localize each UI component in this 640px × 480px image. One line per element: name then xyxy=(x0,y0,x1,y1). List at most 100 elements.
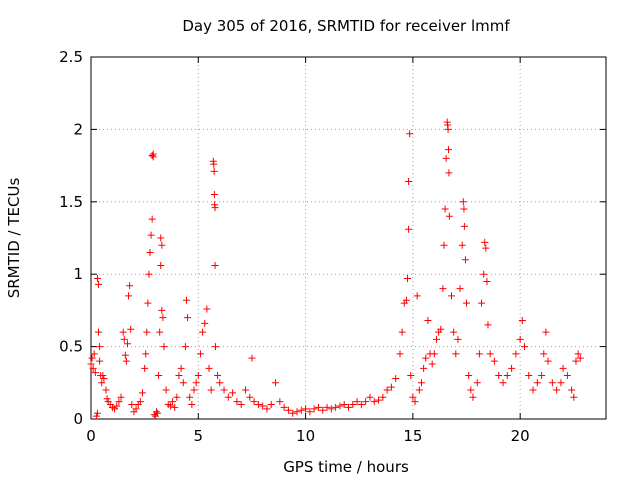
data-point xyxy=(572,357,580,365)
x-tick-label: 15 xyxy=(403,427,422,445)
data-point xyxy=(396,350,404,358)
y-tick-label: 1 xyxy=(73,265,83,283)
data-point xyxy=(370,398,378,406)
y-tick-label: 1.5 xyxy=(59,193,83,211)
data-point xyxy=(90,350,98,358)
data-point xyxy=(366,393,374,401)
data-point xyxy=(529,386,537,394)
data-point xyxy=(437,325,445,333)
data-point xyxy=(224,393,232,401)
data-point xyxy=(192,379,200,387)
data-point xyxy=(87,360,95,368)
data-point xyxy=(148,151,156,159)
data-point xyxy=(486,350,494,358)
x-tick-label: 5 xyxy=(194,427,204,445)
data-point xyxy=(336,402,344,410)
data-point xyxy=(148,215,156,223)
data-point xyxy=(181,343,189,351)
data-point xyxy=(196,350,204,358)
data-point xyxy=(272,379,280,387)
data-point xyxy=(211,204,219,212)
data-point xyxy=(263,405,271,413)
data-point xyxy=(483,277,491,285)
data-point xyxy=(302,405,310,413)
data-point xyxy=(458,241,466,249)
data-point xyxy=(323,403,331,411)
x-tick-label: 10 xyxy=(296,427,315,445)
data-point xyxy=(432,335,440,343)
data-point xyxy=(405,225,413,233)
data-point xyxy=(362,398,370,406)
data-point xyxy=(518,317,526,325)
data-point xyxy=(160,343,168,351)
data-point xyxy=(353,398,361,406)
data-point xyxy=(444,125,452,133)
data-point xyxy=(254,401,262,409)
data-point xyxy=(128,401,136,409)
data-point xyxy=(445,169,453,177)
data-point xyxy=(460,222,468,230)
data-point xyxy=(430,350,438,358)
data-point xyxy=(387,383,395,391)
data-point xyxy=(203,305,211,313)
data-point xyxy=(452,350,460,358)
data-point xyxy=(214,372,222,380)
data-point xyxy=(357,401,365,409)
data-point xyxy=(182,296,190,304)
y-axis-label: SRMTID / TECUs xyxy=(5,178,23,299)
data-point xyxy=(136,398,144,406)
data-point xyxy=(516,335,524,343)
y-axis-ticks: 0 0.5 1 1.5 2 2.5 xyxy=(59,48,606,428)
data-point xyxy=(576,354,584,362)
data-point xyxy=(186,393,194,401)
data-point xyxy=(375,396,383,404)
data-point xyxy=(210,167,218,175)
chart-title: Day 305 of 2016, SRMTID for receiver lmm… xyxy=(182,17,510,35)
data-point xyxy=(132,405,140,413)
data-point xyxy=(233,398,241,406)
data-point xyxy=(289,409,297,417)
data-point xyxy=(155,372,163,380)
data-point xyxy=(460,205,468,213)
data-point xyxy=(465,372,473,380)
data-point xyxy=(478,299,486,307)
data-point xyxy=(520,343,528,351)
data-point xyxy=(469,393,477,401)
data-point xyxy=(306,408,314,416)
data-point xyxy=(120,335,128,343)
data-point xyxy=(480,270,488,278)
data-point xyxy=(211,343,219,351)
data-point xyxy=(459,198,467,206)
data-point xyxy=(141,364,149,372)
data-point xyxy=(319,406,327,414)
data-point xyxy=(162,386,170,394)
data-point xyxy=(570,393,578,401)
data-point xyxy=(127,325,135,333)
data-point xyxy=(143,328,151,336)
data-point xyxy=(293,408,301,416)
x-axis-ticks: 0 5 10 15 20 xyxy=(86,57,530,445)
data-point xyxy=(420,364,428,372)
data-point xyxy=(327,405,335,413)
data-point xyxy=(568,386,576,394)
data-point xyxy=(508,364,516,372)
data-point xyxy=(121,351,129,359)
data-point xyxy=(442,154,450,162)
y-tick-label: 2 xyxy=(73,120,83,138)
data-point xyxy=(563,372,571,380)
data-point xyxy=(297,406,305,414)
data-point xyxy=(428,360,436,368)
data-point xyxy=(484,321,492,329)
data-point xyxy=(404,275,412,283)
data-point xyxy=(152,408,160,416)
data-point xyxy=(398,328,406,336)
data-point xyxy=(553,386,561,394)
data-point xyxy=(210,191,218,199)
data-point xyxy=(95,280,103,288)
data-point xyxy=(413,292,421,300)
data-point xyxy=(144,299,152,307)
data-point xyxy=(159,314,167,322)
data-point xyxy=(392,374,400,382)
x-tick-label: 20 xyxy=(511,427,530,445)
data-point xyxy=(441,205,449,213)
